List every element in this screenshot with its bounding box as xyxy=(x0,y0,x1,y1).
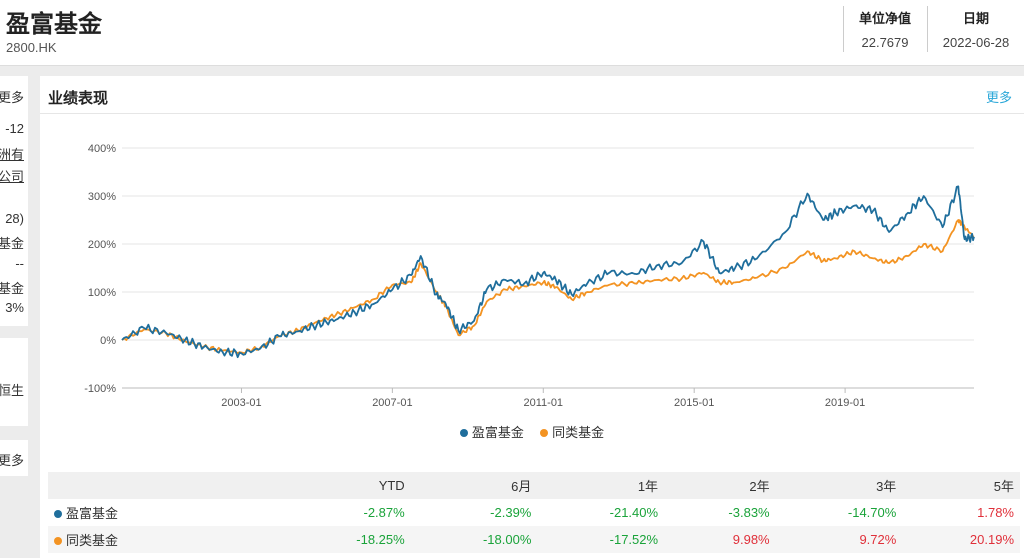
sidebar-link[interactable]: 洲有 xyxy=(0,147,24,162)
y-tick-label: 0% xyxy=(100,335,116,347)
table-cell: 1.78% xyxy=(902,499,1020,526)
table-header-cell: 1年 xyxy=(537,472,665,499)
y-tick-label: 300% xyxy=(88,191,116,203)
sidebar-more-link[interactable]: 更多 xyxy=(0,90,24,105)
legend-item[interactable]: 同类基金 xyxy=(540,422,604,441)
x-tick-label: 2015-01 xyxy=(674,397,714,409)
y-tick-label: -100% xyxy=(84,383,116,395)
y-tick-label: 400% xyxy=(88,143,116,155)
sidebar-card-profile: 更多 -12 洲有 公司 28) 基金 -- 基金 3% xyxy=(0,76,28,326)
fund-header: 盈富基金 2800.HK 单位净值 22.7679 日期 2022-06-28 xyxy=(0,0,1024,66)
performance-panel: 业绩表现 更多 400% 300% 200% 100% 0% -100% 2003-01 20… xyxy=(40,76,1024,558)
sidebar-text: 基金 xyxy=(0,236,24,251)
series-marker xyxy=(54,537,62,545)
row-name: 同类基金 xyxy=(66,533,119,548)
legend-label: 同类基金 xyxy=(552,426,605,441)
sidebar-text: 基金 xyxy=(0,281,24,296)
sidebar-link[interactable]: 公司 xyxy=(0,169,24,184)
table-cell: 9.98% xyxy=(664,526,776,553)
date-value: 2022-06-28 xyxy=(942,35,1010,50)
table-row: 盈富基金 -2.87% -2.39% -21.40% -3.83% -14.70… xyxy=(48,499,1020,526)
table-header-cell: 2年 xyxy=(664,472,776,499)
y-tick-label: 200% xyxy=(88,239,116,251)
table-header-cell: YTD xyxy=(284,472,411,499)
date-stat: 日期 2022-06-28 xyxy=(934,8,1018,50)
table-cell: -2.87% xyxy=(284,499,411,526)
nav-label: 单位净值 xyxy=(858,12,911,27)
nav-stat: 单位净值 22.7679 xyxy=(850,8,920,50)
divider xyxy=(40,113,1024,114)
sidebar-more-link[interactable]: 更多 xyxy=(0,453,24,468)
table-cell: 20.19% xyxy=(902,526,1020,553)
sidebar-card-index: 恒生 xyxy=(0,338,28,426)
fund-name: 盈富基金 xyxy=(6,10,102,38)
legend-item[interactable]: 盈富基金 xyxy=(459,422,524,441)
x-tick-label: 2011-01 xyxy=(524,397,564,409)
performance-chart: 400% 300% 200% 100% 0% -100% 2003-01 2007-01 201… xyxy=(84,143,975,409)
chart-legend: 盈富基金 同类基金 xyxy=(40,422,1024,441)
panel-title: 业绩表现 xyxy=(48,89,109,107)
table-header-cell: 3年 xyxy=(775,472,903,499)
performance-table: YTD 6月 1年 2年 3年 5年 盈富基金 -2.87% -2.39% -2… xyxy=(48,472,1020,553)
sidebar-text: 28) xyxy=(5,211,24,226)
x-tick-label: 2003-01 xyxy=(221,397,261,409)
more-link[interactable]: 更多 xyxy=(985,91,1012,106)
table-header-cell xyxy=(48,472,284,499)
table-row: 同类基金 -18.25% -18.00% -17.52% 9.98% 9.72%… xyxy=(48,526,1020,553)
sidebar-text: -- xyxy=(15,256,24,271)
table-header-cell: 5年 xyxy=(902,472,1020,499)
table-cell: -18.00% xyxy=(410,526,538,553)
legend-marker xyxy=(540,429,549,437)
table-header-row: YTD 6月 1年 2年 3年 5年 xyxy=(48,472,1020,499)
series-line xyxy=(121,185,975,359)
table-cell: 9.72% xyxy=(775,526,903,553)
table-cell: -3.83% xyxy=(664,499,776,526)
series-line xyxy=(121,219,975,355)
x-tick-label: 2007-01 xyxy=(372,397,412,409)
table-header-cell: 6月 xyxy=(410,472,538,499)
x-tick-label: 2019-01 xyxy=(825,397,865,409)
sidebar-text: 3% xyxy=(5,300,24,315)
sidebar-text: -12 xyxy=(5,121,24,136)
sidebar-card-more: 更多 xyxy=(0,440,28,476)
header-divider xyxy=(843,6,844,52)
y-tick-label: 100% xyxy=(88,287,116,299)
legend-label: 盈富基金 xyxy=(471,426,524,441)
table-cell: -2.39% xyxy=(410,499,538,526)
table-cell: -14.70% xyxy=(775,499,903,526)
nav-value: 22.7679 xyxy=(861,35,909,50)
date-label: 日期 xyxy=(962,12,989,27)
table-cell: -21.40% xyxy=(537,499,665,526)
row-name-cell: 盈富基金 xyxy=(48,499,284,526)
row-name: 盈富基金 xyxy=(66,506,119,521)
legend-marker xyxy=(459,429,468,437)
table-cell: -18.25% xyxy=(284,526,411,553)
fund-code: 2800.HK xyxy=(6,40,57,55)
table-cell: -17.52% xyxy=(537,526,665,553)
header-divider xyxy=(927,6,928,52)
sidebar-text: 恒生 xyxy=(0,383,24,398)
row-name-cell: 同类基金 xyxy=(48,526,284,553)
series-marker xyxy=(54,510,62,518)
